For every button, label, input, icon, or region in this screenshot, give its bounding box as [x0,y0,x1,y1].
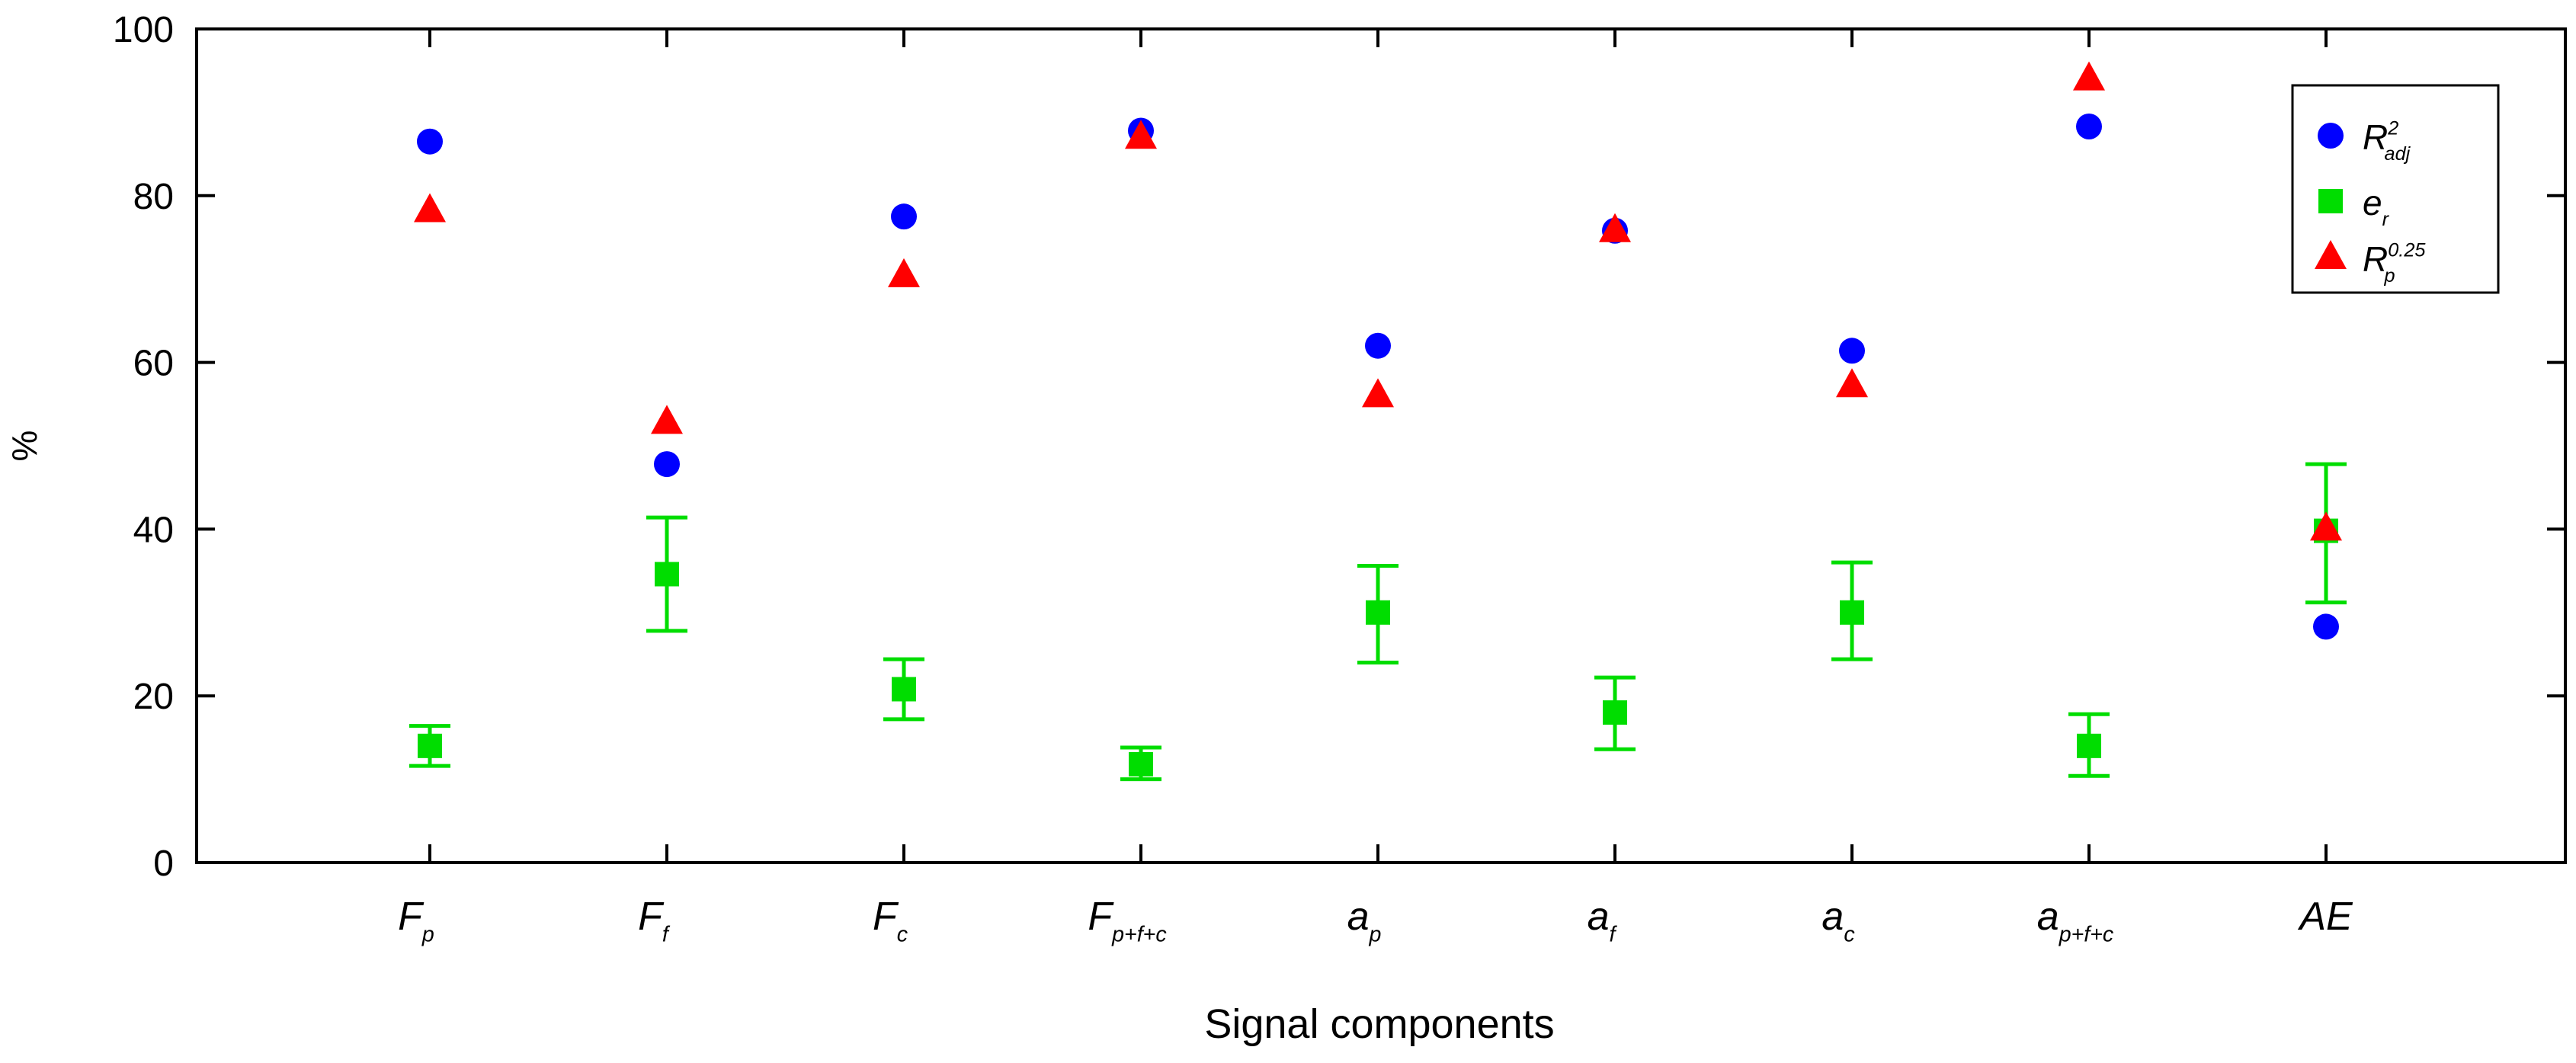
plot-frame [195,27,2567,864]
x-axis-ticks: Fp Ff Fc Fp+f+c ap af ac ap+f+c AE [398,29,2353,947]
x-tick-label: AE [2297,895,2353,939]
y-tick-label: 40 [133,510,174,550]
y-tick-label: 80 [133,177,174,217]
x-tick-label: Fp [398,895,434,947]
y-tick-label: 0 [153,844,174,884]
square-marker [655,562,679,587]
square-marker [418,733,442,758]
legend-label: er [2363,183,2390,230]
x-tick-label: Fp+f+c [1088,895,1166,947]
triangle-marker [651,405,683,434]
x-tick-label: Ff [638,895,671,947]
square-marker [1129,751,1153,776]
circle-marker [654,451,680,478]
circle-marker [417,128,443,155]
circle-marker [1365,332,1391,359]
x-tick-label: ap [1347,895,1382,947]
triangle-marker [1836,368,1868,398]
triangle-marker [2310,511,2342,541]
legend-triangle-marker [2315,240,2347,269]
square-marker [1603,700,1627,725]
square-marker [892,677,916,702]
circle-marker [1839,338,1865,364]
x-axis-label: Signal components [1204,1001,1554,1047]
x-tick-label: af [1588,895,1618,947]
data-markers [414,61,2342,776]
square-marker [1366,600,1390,625]
x-tick-label: ac [1821,895,1854,947]
x-tick-label: Fc [873,895,908,947]
circle-marker [2076,113,2102,139]
triangle-marker [1125,120,1157,149]
circle-marker [2313,613,2339,640]
square-marker [1840,600,1864,625]
triangle-marker [414,193,446,223]
legend-label: R0.25 p [2363,239,2426,287]
triangle-marker [1599,213,1631,242]
y-tick-label: 60 [133,344,174,384]
legend-circle-marker [2318,123,2344,149]
y-axis-label: % [5,431,44,462]
legend-square-marker [2318,189,2343,213]
legend: R2 adj er R0.25 p [2291,84,2500,294]
triangle-marker [2073,61,2105,91]
x-tick-label: ap+f+c [2037,895,2113,947]
y-tick-label: 20 [133,677,174,717]
triangle-marker [1362,378,1394,408]
y-axis-ticks: 0 20 40 60 80 100 [113,10,2565,884]
legend-label: R2 adj [2363,117,2411,165]
circle-marker [891,203,917,230]
triangle-marker [888,258,920,287]
y-tick-label: 100 [113,10,174,50]
square-marker [2077,733,2101,758]
